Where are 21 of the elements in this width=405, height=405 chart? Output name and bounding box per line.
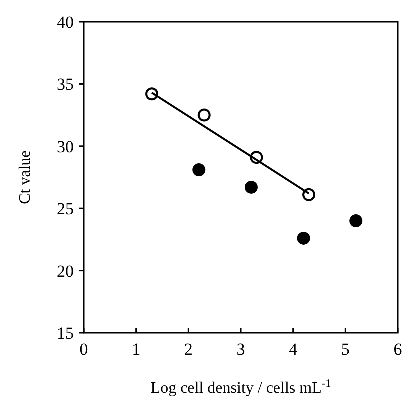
x-tick-label: 4 bbox=[289, 340, 298, 359]
x-axis-title: Log cell density / cells mL$^{-1}$ bbox=[150, 378, 332, 397]
x-tick-label: 2 bbox=[184, 340, 193, 359]
point bbox=[198, 108, 211, 122]
x-tick-label: 0 bbox=[80, 340, 88, 359]
x-tick-label: 5 bbox=[341, 340, 350, 359]
y-tick-label: 30 bbox=[57, 137, 74, 156]
y-tick-label: 40 bbox=[57, 13, 74, 32]
point bbox=[297, 232, 310, 245]
x-tick-label: 3 bbox=[236, 340, 246, 359]
y-tick-label: 25 bbox=[57, 200, 74, 219]
y-axis-title: Ct value bbox=[17, 150, 34, 204]
y-tick-label: 15 bbox=[57, 324, 74, 343]
point bbox=[302, 188, 316, 202]
point bbox=[350, 214, 363, 228]
point bbox=[244, 180, 258, 194]
x-tick-label: 6 bbox=[394, 340, 402, 359]
x-tick-label: 1 bbox=[132, 340, 141, 359]
y-tick-label: 20 bbox=[57, 262, 74, 281]
point bbox=[192, 164, 206, 177]
y-tick-label: 35 bbox=[57, 75, 74, 94]
